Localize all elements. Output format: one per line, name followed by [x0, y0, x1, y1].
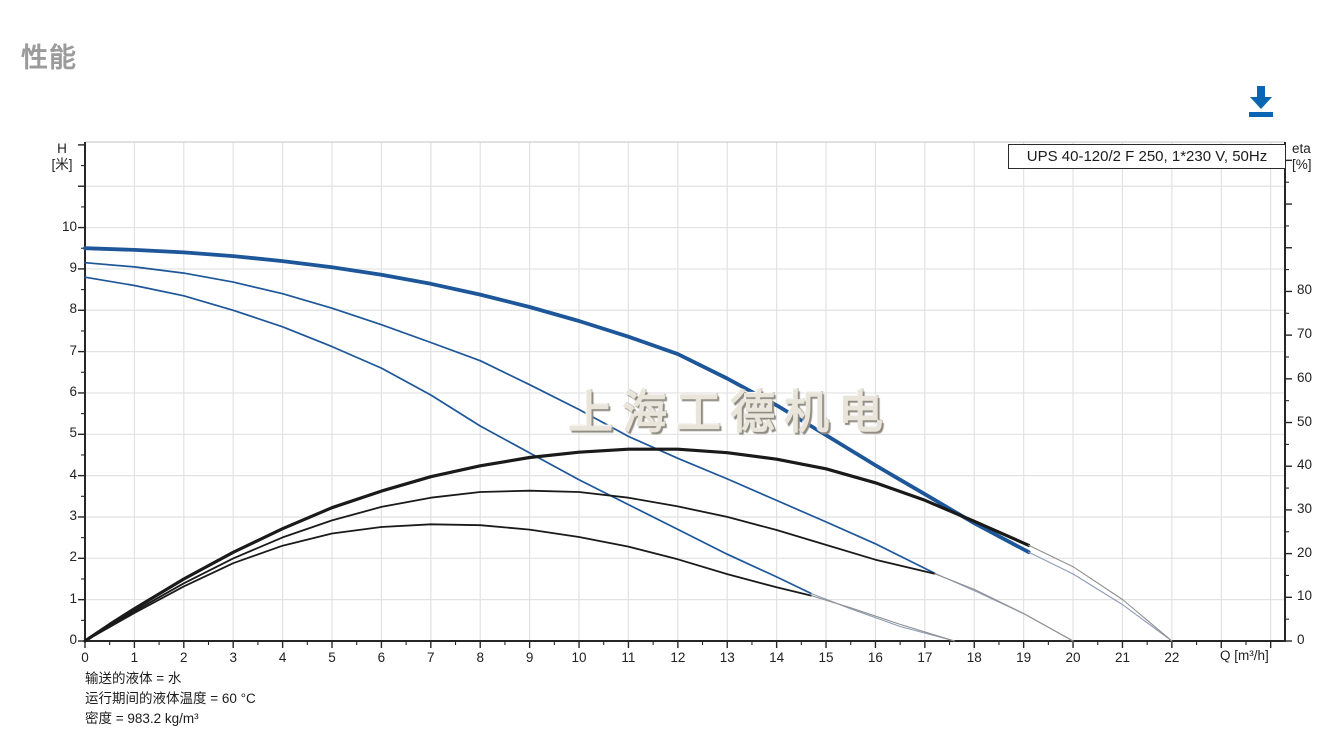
- right-tick-label: 10: [1297, 588, 1313, 604]
- x-tick-label: 8: [476, 650, 484, 665]
- download-button[interactable]: [1242, 82, 1280, 122]
- footnote-temperature: 运行期间的液体温度 = 60 °C: [85, 691, 256, 706]
- right-tick-label: 70: [1297, 326, 1313, 342]
- curve-head-speed2-extension: [934, 572, 1074, 642]
- x-tick-label: 6: [377, 650, 386, 665]
- footnote-density: 密度 = 983.2 kg/m³: [85, 711, 199, 726]
- x-tick-label: 10: [571, 650, 587, 665]
- x-tick-label: 13: [719, 650, 735, 665]
- curve-eta-speed1-extension: [810, 595, 956, 642]
- x-tick-label: 12: [670, 650, 686, 665]
- left-tick-label: 0: [69, 632, 77, 647]
- x-tick-label: 17: [917, 650, 933, 665]
- x-tick-label: 21: [1114, 650, 1130, 665]
- left-tick-label: 9: [69, 259, 77, 275]
- curve-head-speed3: [83, 246, 1031, 554]
- chart-footnotes: 输送的液体 = 水 运行期间的液体温度 = 60 °C 密度 = 983.2 k…: [85, 669, 256, 729]
- x-tick-label: 14: [769, 650, 785, 665]
- x-tick-label: 7: [427, 650, 435, 665]
- right-tick-label: 0: [1297, 632, 1305, 647]
- x-tick-label: 1: [130, 650, 139, 665]
- x-tick-label: 15: [818, 650, 834, 665]
- curve-eta-speed2: [84, 489, 936, 642]
- left-tick-label: 7: [69, 342, 77, 358]
- curve-eta-speed1: [84, 523, 813, 642]
- x-tick-label: 5: [328, 650, 336, 665]
- left-axis-title: H [米]: [40, 141, 84, 173]
- x-tick-label: 4: [278, 650, 287, 665]
- right-tick-label: 20: [1297, 544, 1313, 560]
- left-tick-label: 2: [69, 549, 77, 565]
- left-tick-label: 1: [69, 590, 77, 606]
- right-axis-name: eta: [1292, 141, 1311, 156]
- left-tick-label: 6: [69, 383, 77, 399]
- left-tick-label: 5: [69, 425, 77, 441]
- curve-eta-speed3-extension: [1028, 544, 1173, 642]
- right-tick-label: 80: [1297, 282, 1313, 298]
- curve-head-speed3-extension: [1028, 551, 1173, 642]
- download-icon: [1249, 86, 1273, 117]
- left-tick-label: 10: [61, 218, 77, 234]
- pump-model-label: UPS 40-120/2 F 250, 1*230 V, 50Hz: [1008, 144, 1286, 169]
- left-tick-label: 4: [69, 466, 77, 482]
- left-tick-label: 8: [69, 301, 77, 317]
- right-tick-label: 60: [1297, 369, 1313, 385]
- right-axis-unit: [%]: [1292, 157, 1312, 172]
- x-tick-label: 0: [81, 650, 89, 665]
- x-tick-label: 16: [867, 650, 883, 665]
- x-tick-label: 22: [1164, 650, 1180, 665]
- watermark: 上海工德机电: [567, 387, 892, 438]
- x-tick-label: 9: [525, 650, 534, 665]
- curve-head-speed1-extension: [810, 592, 956, 642]
- left-tick-label: 3: [69, 507, 77, 523]
- right-tick-label: 30: [1297, 500, 1313, 516]
- right-tick-label: 50: [1297, 413, 1313, 429]
- right-axis-title: eta [%]: [1292, 141, 1334, 173]
- footnote-liquid: 输送的液体 = 水: [85, 671, 182, 686]
- curve-eta-speed2-extension: [934, 573, 1074, 642]
- curve-eta-speed3: [83, 447, 1031, 643]
- left-axis-unit: [米]: [51, 157, 73, 172]
- curve-head-speed1: [84, 276, 813, 595]
- curve-head-speed2: [84, 261, 936, 575]
- right-tick-label: 40: [1297, 457, 1313, 473]
- x-tick-label: 18: [966, 650, 982, 665]
- x-axis-title: Q [m³/h]: [1220, 648, 1269, 663]
- x-tick-label: 20: [1065, 650, 1081, 665]
- page-title: 性能: [21, 43, 77, 74]
- left-axis-name: H: [57, 141, 67, 156]
- x-tick-label: 2: [180, 650, 188, 665]
- x-tick-label: 11: [621, 650, 636, 665]
- x-tick-label: 19: [1016, 650, 1032, 665]
- x-tick-label: 3: [229, 650, 237, 665]
